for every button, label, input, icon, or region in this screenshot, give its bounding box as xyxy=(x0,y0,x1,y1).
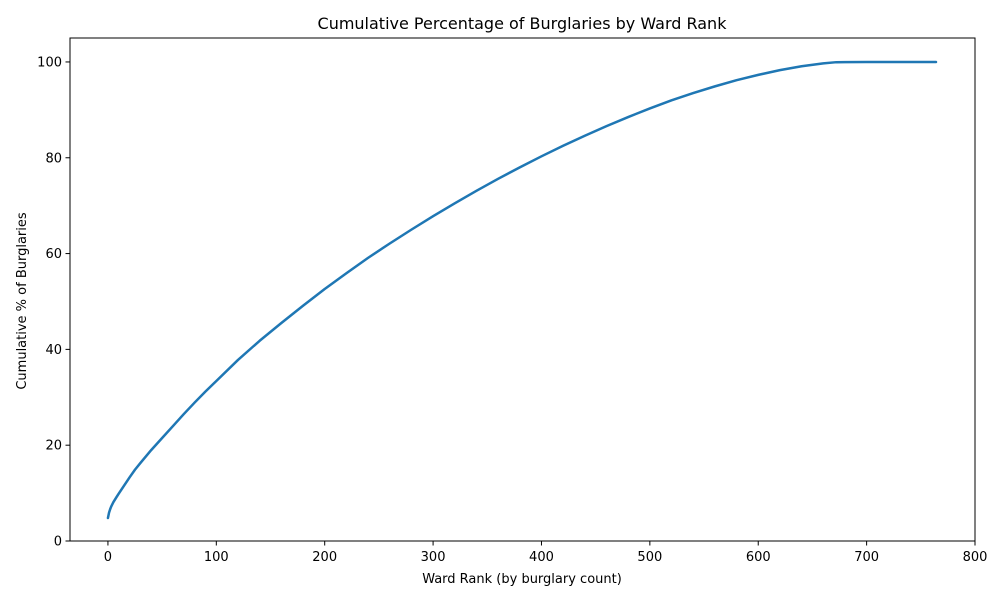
x-tick-label: 300 xyxy=(421,550,446,565)
y-tick-label: 20 xyxy=(45,439,62,454)
x-axis-label: Ward Rank (by burglary count) xyxy=(422,572,622,587)
y-tick-label: 40 xyxy=(45,343,62,358)
series-line-0 xyxy=(106,60,938,520)
x-tick-label: 0 xyxy=(104,550,112,565)
y-tick-label: 0 xyxy=(54,535,62,550)
axes-frame xyxy=(69,37,976,542)
plot-area xyxy=(69,37,976,542)
x-tick-label: 700 xyxy=(854,550,879,565)
y-axis-ticks: 0 20 40 60 80 100 xyxy=(37,55,70,550)
x-tick-label: 500 xyxy=(637,550,662,565)
x-tick-label: 400 xyxy=(529,550,554,565)
chart-title: Cumulative Percentage of Burglaries by W… xyxy=(318,14,728,33)
y-tick-label: 100 xyxy=(37,55,62,70)
x-tick-label: 800 xyxy=(963,550,988,565)
y-tick-label: 80 xyxy=(45,151,62,166)
x-tick-label: 100 xyxy=(204,550,229,565)
x-tick-label: 600 xyxy=(746,550,771,565)
x-axis-ticks: 0 100 200 300 400 500 600 700 800 xyxy=(104,541,988,565)
y-axis-label: Cumulative % of Burglaries xyxy=(15,212,30,390)
x-tick-label: 200 xyxy=(312,550,337,565)
y-tick-label: 60 xyxy=(45,247,62,262)
